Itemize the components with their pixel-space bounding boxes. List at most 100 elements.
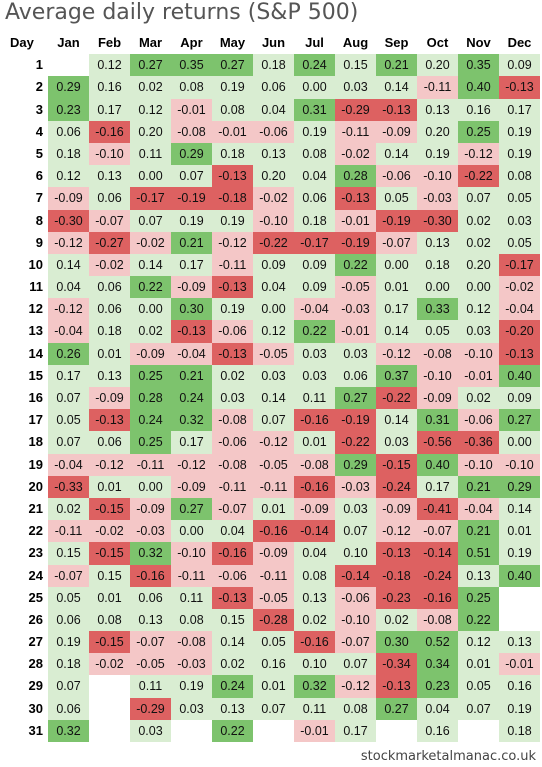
return-cell: 0.11 bbox=[130, 675, 171, 698]
return-cell: 0.03 bbox=[212, 387, 253, 410]
header-day: Day bbox=[10, 35, 34, 50]
return-cell: -0.18 bbox=[212, 187, 253, 210]
return-cell: 0.19 bbox=[48, 631, 89, 654]
return-cell: -0.07 bbox=[417, 520, 458, 543]
return-cell: 0.01 bbox=[458, 653, 499, 676]
return-cell: 0.29 bbox=[335, 453, 376, 476]
return-cell: -0.19 bbox=[376, 209, 417, 232]
return-cell: -0.22 bbox=[335, 431, 376, 454]
return-cell: -0.10 bbox=[499, 453, 540, 476]
return-cell: -0.11 bbox=[171, 564, 212, 587]
day-label: 11 bbox=[29, 279, 43, 295]
return-cell: -0.56 bbox=[417, 431, 458, 454]
return-cell: -0.12 bbox=[376, 342, 417, 365]
return-cell: -0.11 bbox=[335, 120, 376, 143]
return-cell: 0.15 bbox=[48, 542, 89, 565]
return-cell: -0.01 bbox=[335, 209, 376, 232]
return-cell: 0.29 bbox=[48, 76, 89, 99]
return-cell: 0.33 bbox=[417, 298, 458, 321]
return-cell: -0.13 bbox=[212, 342, 253, 365]
return-cell: -0.04 bbox=[458, 497, 499, 521]
return-cell: -0.07 bbox=[89, 209, 130, 232]
return-cell: 0.12 bbox=[253, 320, 294, 343]
return-cell: -0.12 bbox=[335, 675, 376, 698]
return-cell: 0.19 bbox=[212, 76, 253, 99]
return-cell: -0.08 bbox=[171, 120, 212, 143]
return-cell: 0.16 bbox=[417, 719, 458, 742]
return-cell: -0.06 bbox=[376, 165, 417, 188]
return-cell: -0.13 bbox=[89, 409, 130, 432]
header-month: Mar bbox=[138, 35, 163, 50]
return-cell: 0.01 bbox=[89, 475, 130, 498]
return-cell: -0.04 bbox=[48, 453, 89, 476]
return-cell: 0.08 bbox=[212, 98, 253, 121]
return-cell: -0.18 bbox=[376, 564, 417, 587]
return-cell: 0.27 bbox=[335, 387, 376, 410]
return-cell: -0.10 bbox=[253, 209, 294, 232]
return-cell: 0.01 bbox=[499, 520, 540, 543]
return-cell bbox=[89, 720, 130, 742]
return-cell: -0.04 bbox=[499, 298, 540, 321]
return-cell: -0.01 bbox=[458, 364, 499, 387]
return-cell: 0.18 bbox=[48, 142, 89, 166]
return-cell: 0.14 bbox=[376, 76, 417, 99]
return-cell: 0.03 bbox=[376, 431, 417, 454]
return-cell: 0.03 bbox=[253, 364, 294, 387]
day-label: 5 bbox=[35, 145, 43, 161]
return-cell: 0.02 bbox=[294, 608, 335, 632]
return-cell: 0.06 bbox=[89, 276, 130, 299]
return-cell: 0.24 bbox=[212, 675, 253, 698]
day-label: 3 bbox=[35, 101, 43, 117]
return-cell: 0.17 bbox=[171, 431, 212, 454]
return-cell: -0.22 bbox=[376, 387, 417, 410]
return-cell: -0.11 bbox=[417, 76, 458, 99]
return-cell: -0.13 bbox=[376, 675, 417, 698]
return-cell: 0.22 bbox=[130, 276, 171, 299]
header-month: May bbox=[219, 35, 246, 50]
return-cell: 0.05 bbox=[458, 675, 499, 698]
return-cell: 0.12 bbox=[48, 165, 89, 188]
return-cell: -0.14 bbox=[335, 564, 376, 587]
day-label: 2 bbox=[35, 79, 43, 95]
return-cell: 0.01 bbox=[89, 342, 130, 365]
return-cell: -0.06 bbox=[212, 431, 253, 454]
return-cell bbox=[253, 720, 294, 742]
return-cell: 0.28 bbox=[130, 387, 171, 410]
return-cell: -0.01 bbox=[335, 320, 376, 343]
return-cell bbox=[171, 720, 212, 742]
return-cell: -0.23 bbox=[376, 586, 417, 609]
return-cell: 0.29 bbox=[499, 475, 540, 498]
return-cell: -0.02 bbox=[89, 653, 130, 676]
return-cell: 0.04 bbox=[253, 276, 294, 299]
return-cell: 0.23 bbox=[417, 675, 458, 698]
return-cell: 0.22 bbox=[212, 719, 253, 742]
return-cell: 0.19 bbox=[499, 142, 540, 166]
return-cell: 0.35 bbox=[171, 54, 212, 77]
return-cell: -0.07 bbox=[48, 564, 89, 587]
return-cell: -0.12 bbox=[48, 298, 89, 321]
return-cell: 0.28 bbox=[335, 165, 376, 188]
return-cell: -0.29 bbox=[335, 98, 376, 121]
day-label: 4 bbox=[35, 123, 43, 139]
return-cell: 0.24 bbox=[294, 54, 335, 77]
header-month: Feb bbox=[97, 35, 122, 50]
return-cell: 0.18 bbox=[417, 253, 458, 277]
return-cell: 0.20 bbox=[417, 54, 458, 77]
return-cell: -0.09 bbox=[253, 542, 294, 565]
day-label: 21 bbox=[28, 500, 43, 516]
return-cell: 0.19 bbox=[499, 120, 540, 143]
return-cell: 0.00 bbox=[130, 165, 171, 188]
return-cell: -0.04 bbox=[48, 320, 89, 343]
return-cell: -0.17 bbox=[130, 187, 171, 210]
return-cell: 0.13 bbox=[89, 364, 130, 387]
return-cell: -0.03 bbox=[130, 520, 171, 543]
return-cell: 0.13 bbox=[294, 586, 335, 609]
return-cell: 0.32 bbox=[48, 719, 89, 742]
return-cell: -0.16 bbox=[417, 586, 458, 609]
return-cell: -0.11 bbox=[130, 453, 171, 476]
return-cell: 0.14 bbox=[376, 409, 417, 432]
return-cell: -0.13 bbox=[212, 165, 253, 188]
return-cell: 0.01 bbox=[253, 675, 294, 698]
return-cell: -0.19 bbox=[335, 231, 376, 254]
return-cell: -0.12 bbox=[89, 453, 130, 476]
